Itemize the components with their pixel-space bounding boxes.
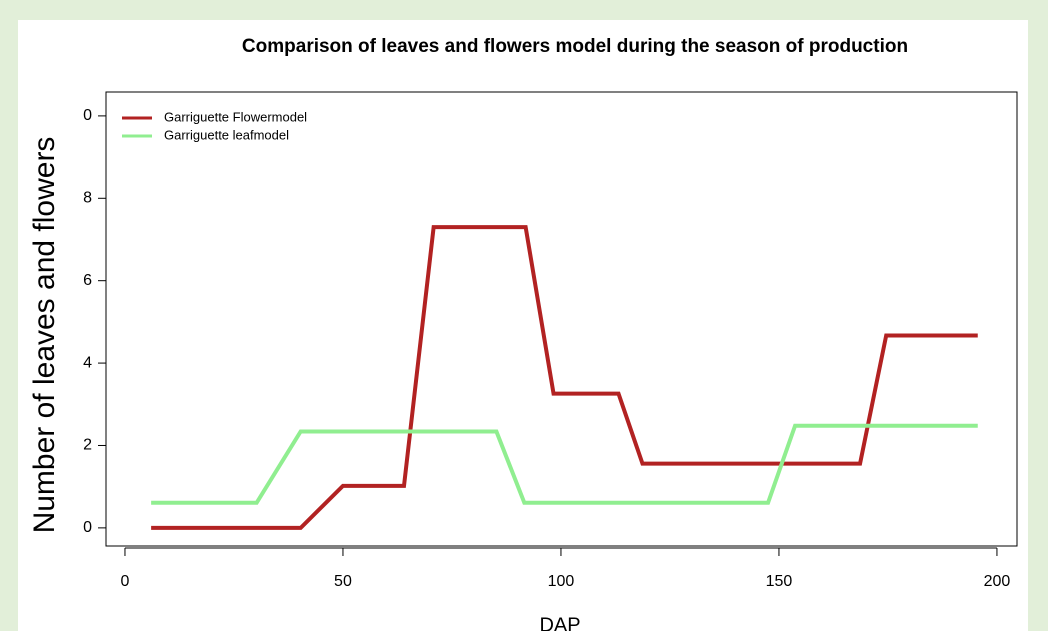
x-tick-label: 0 — [121, 573, 130, 590]
x-tick-label: 50 — [334, 573, 352, 590]
y-tick-label: 8 — [83, 190, 92, 207]
y-axis-label: Number of leaves and flowers — [28, 137, 61, 534]
y-tick-label: 0 — [83, 107, 92, 124]
x-axis-label: DAP — [539, 615, 580, 631]
x-tick-label: 200 — [984, 573, 1011, 590]
x-tick-label: 100 — [548, 573, 575, 590]
y-tick-label: 4 — [83, 354, 92, 371]
x-tick-label: 150 — [766, 573, 793, 590]
y-tick-label: 0 — [83, 519, 92, 536]
chart-title: Comparison of leaves and flowers model d… — [242, 36, 908, 57]
series-line — [151, 423, 978, 505]
y-tick-label: 2 — [83, 437, 92, 454]
legend-label: Garriguette leafmodel — [164, 127, 289, 142]
y-tick-label: 6 — [83, 272, 92, 289]
legend-label: Garriguette Flowermodel — [164, 109, 307, 124]
series-line — [151, 225, 978, 530]
